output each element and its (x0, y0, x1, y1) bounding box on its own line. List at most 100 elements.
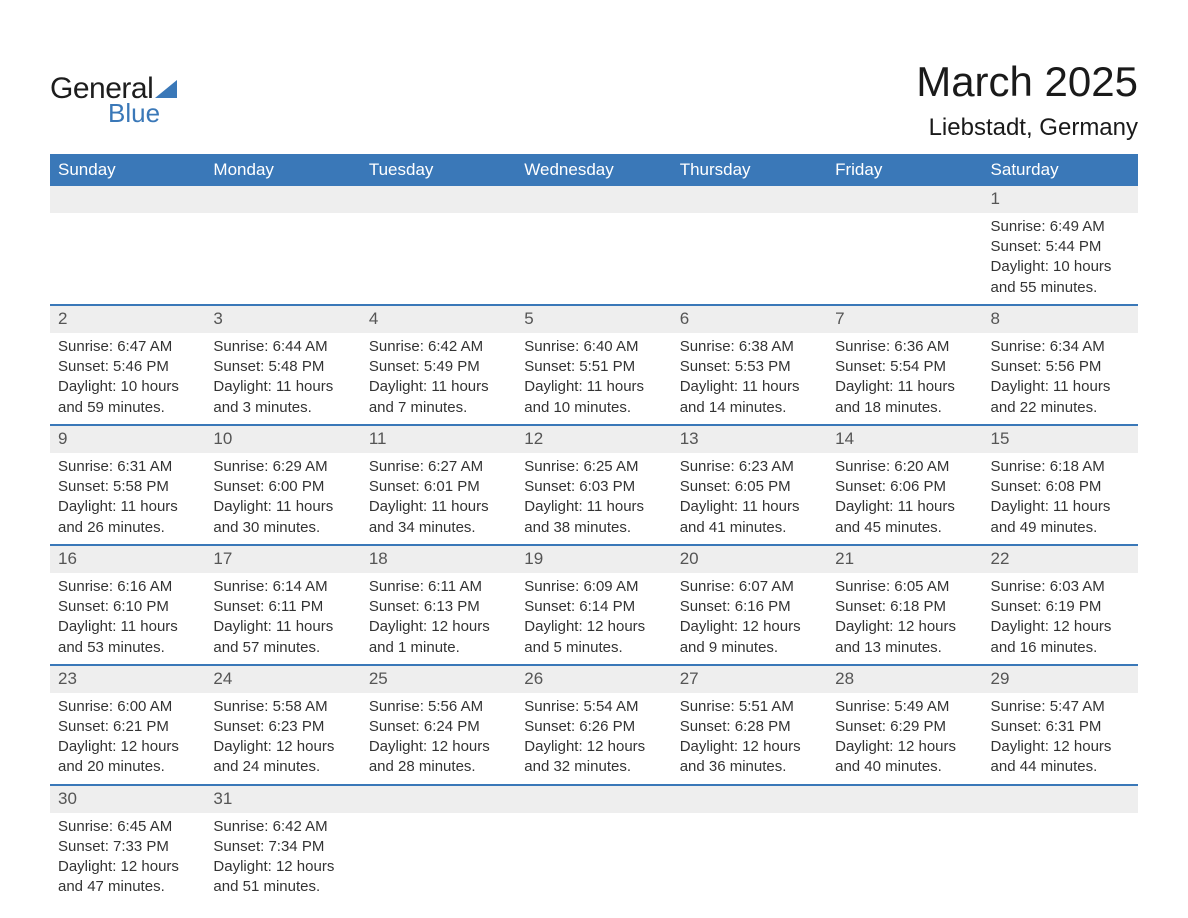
day-number: 11 (361, 426, 516, 453)
sunset-text: Sunset: 6:29 PM (835, 717, 974, 737)
daylight-text: Daylight: 11 hours and 57 minutes. (213, 617, 352, 658)
day-number: 1 (983, 186, 1138, 213)
day-header: Friday (827, 154, 982, 186)
sunrise-text: Sunrise: 6:44 AM (213, 337, 352, 357)
day-cell: 9Sunrise: 6:31 AMSunset: 5:58 PMDaylight… (50, 426, 205, 544)
day-number: 31 (205, 786, 360, 813)
sunrise-text: Sunrise: 6:38 AM (680, 337, 819, 357)
daylight-text: Daylight: 11 hours and 3 minutes. (213, 377, 352, 418)
day-number (516, 786, 671, 813)
daylight-text: Daylight: 11 hours and 18 minutes. (835, 377, 974, 418)
logo-text-blue: Blue (108, 100, 177, 126)
sunrise-text: Sunrise: 6:05 AM (835, 577, 974, 597)
sunrise-text: Sunrise: 5:51 AM (680, 697, 819, 717)
sunset-text: Sunset: 6:28 PM (680, 717, 819, 737)
sunrise-text: Sunrise: 6:25 AM (524, 457, 663, 477)
daylight-text: Daylight: 12 hours and 13 minutes. (835, 617, 974, 658)
day-cell (672, 786, 827, 904)
daylight-text: Daylight: 12 hours and 36 minutes. (680, 737, 819, 778)
sunrise-text: Sunrise: 6:34 AM (991, 337, 1130, 357)
day-cell: 27Sunrise: 5:51 AMSunset: 6:28 PMDayligh… (672, 666, 827, 784)
day-cell: 25Sunrise: 5:56 AMSunset: 6:24 PMDayligh… (361, 666, 516, 784)
day-cell: 16Sunrise: 6:16 AMSunset: 6:10 PMDayligh… (50, 546, 205, 664)
sunrise-text: Sunrise: 6:45 AM (58, 817, 197, 837)
day-cell: 23Sunrise: 6:00 AMSunset: 6:21 PMDayligh… (50, 666, 205, 784)
sunset-text: Sunset: 5:49 PM (369, 357, 508, 377)
day-number (205, 186, 360, 213)
brand-logo: General Blue (50, 40, 177, 126)
week-row: 30Sunrise: 6:45 AMSunset: 7:33 PMDayligh… (50, 784, 1138, 904)
day-number: 25 (361, 666, 516, 693)
daylight-text: Daylight: 11 hours and 38 minutes. (524, 497, 663, 538)
sunset-text: Sunset: 6:16 PM (680, 597, 819, 617)
sunset-text: Sunset: 5:54 PM (835, 357, 974, 377)
sunrise-text: Sunrise: 6:23 AM (680, 457, 819, 477)
daylight-text: Daylight: 11 hours and 49 minutes. (991, 497, 1130, 538)
sunrise-text: Sunrise: 6:31 AM (58, 457, 197, 477)
sunrise-text: Sunrise: 5:49 AM (835, 697, 974, 717)
location-label: Liebstadt, Germany (916, 114, 1138, 142)
day-header-row: SundayMondayTuesdayWednesdayThursdayFrid… (50, 154, 1138, 186)
daylight-text: Daylight: 11 hours and 45 minutes. (835, 497, 974, 538)
day-cell: 29Sunrise: 5:47 AMSunset: 6:31 PMDayligh… (983, 666, 1138, 784)
sunrise-text: Sunrise: 6:49 AM (991, 217, 1130, 237)
sunset-text: Sunset: 6:14 PM (524, 597, 663, 617)
day-number (50, 186, 205, 213)
sunset-text: Sunset: 5:53 PM (680, 357, 819, 377)
daylight-text: Daylight: 11 hours and 30 minutes. (213, 497, 352, 538)
day-cell: 3Sunrise: 6:44 AMSunset: 5:48 PMDaylight… (205, 306, 360, 424)
sunrise-text: Sunrise: 6:03 AM (991, 577, 1130, 597)
day-header: Saturday (983, 154, 1138, 186)
day-cell (361, 786, 516, 904)
day-number (361, 786, 516, 813)
day-cell: 30Sunrise: 6:45 AMSunset: 7:33 PMDayligh… (50, 786, 205, 904)
week-row: 1Sunrise: 6:49 AMSunset: 5:44 PMDaylight… (50, 186, 1138, 304)
day-header: Monday (205, 154, 360, 186)
sunset-text: Sunset: 5:58 PM (58, 477, 197, 497)
day-header: Wednesday (516, 154, 671, 186)
sunrise-text: Sunrise: 5:54 AM (524, 697, 663, 717)
daylight-text: Daylight: 11 hours and 53 minutes. (58, 617, 197, 658)
daylight-text: Daylight: 12 hours and 40 minutes. (835, 737, 974, 778)
sunrise-text: Sunrise: 6:11 AM (369, 577, 508, 597)
day-cell: 20Sunrise: 6:07 AMSunset: 6:16 PMDayligh… (672, 546, 827, 664)
day-cell: 26Sunrise: 5:54 AMSunset: 6:26 PMDayligh… (516, 666, 671, 784)
day-number (672, 786, 827, 813)
day-number: 15 (983, 426, 1138, 453)
day-number: 8 (983, 306, 1138, 333)
daylight-text: Daylight: 10 hours and 55 minutes. (991, 257, 1130, 298)
day-number: 2 (50, 306, 205, 333)
sunset-text: Sunset: 6:10 PM (58, 597, 197, 617)
day-number: 24 (205, 666, 360, 693)
day-cell: 12 Sunrise: 6:25 AMSunset: 6:03 PMDayligh… (516, 426, 671, 544)
day-cell: 8Sunrise: 6:34 AMSunset: 5:56 PMDaylight… (983, 306, 1138, 424)
sunset-text: Sunset: 5:51 PM (524, 357, 663, 377)
sunrise-text: Sunrise: 6:42 AM (369, 337, 508, 357)
daylight-text: Daylight: 12 hours and 24 minutes. (213, 737, 352, 778)
sunset-text: Sunset: 6:18 PM (835, 597, 974, 617)
week-row: 23Sunrise: 6:00 AMSunset: 6:21 PMDayligh… (50, 664, 1138, 784)
sunrise-text: Sunrise: 6:18 AM (991, 457, 1130, 477)
day-header: Sunday (50, 154, 205, 186)
sunrise-text: Sunrise: 6:14 AM (213, 577, 352, 597)
day-cell: 4Sunrise: 6:42 AMSunset: 5:49 PMDaylight… (361, 306, 516, 424)
day-cell (516, 186, 671, 304)
sunset-text: Sunset: 5:48 PM (213, 357, 352, 377)
sunrise-text: Sunrise: 6:20 AM (835, 457, 974, 477)
day-number (827, 786, 982, 813)
daylight-text: Daylight: 12 hours and 5 minutes. (524, 617, 663, 658)
day-number: 7 (827, 306, 982, 333)
daylight-text: Daylight: 12 hours and 32 minutes. (524, 737, 663, 778)
day-number: 22 (983, 546, 1138, 573)
sunset-text: Sunset: 6:03 PM (524, 477, 663, 497)
day-number: 14 (827, 426, 982, 453)
calendar: SundayMondayTuesdayWednesdayThursdayFrid… (50, 154, 1138, 904)
day-cell (983, 786, 1138, 904)
sunset-text: Sunset: 6:11 PM (213, 597, 352, 617)
day-cell: 21Sunrise: 6:05 AMSunset: 6:18 PMDayligh… (827, 546, 982, 664)
day-cell: 19Sunrise: 6:09 AMSunset: 6:14 PMDayligh… (516, 546, 671, 664)
day-number: 12 (516, 426, 671, 453)
day-number: 30 (50, 786, 205, 813)
day-number: 20 (672, 546, 827, 573)
day-header: Thursday (672, 154, 827, 186)
